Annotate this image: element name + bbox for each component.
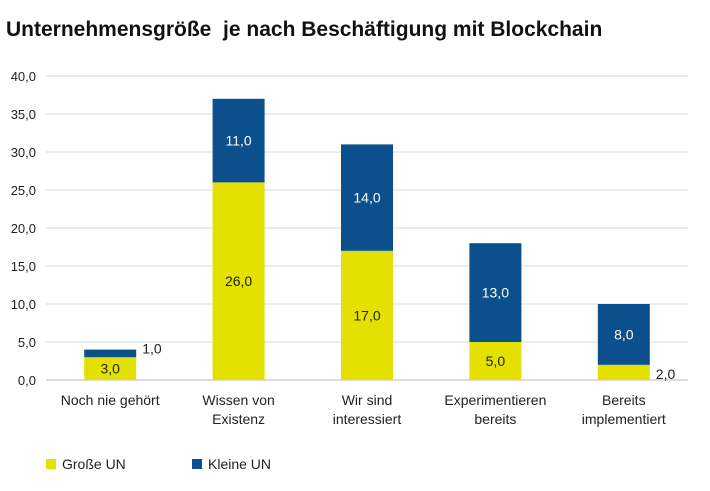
legend-swatch	[46, 459, 56, 469]
y-tick-label: 10,0	[11, 297, 36, 312]
x-tick-label: bereits	[474, 411, 516, 427]
bar-grosse-un	[597, 364, 650, 380]
y-tick-label: 40,0	[11, 69, 36, 84]
data-label: 11,0	[225, 133, 251, 149]
bar-grosse-un	[212, 182, 265, 380]
y-tick-label: 15,0	[11, 259, 36, 274]
x-tick-label: Bereits	[602, 392, 646, 408]
y-tick-label: 35,0	[11, 107, 36, 122]
bar-kleine-un	[597, 304, 650, 365]
data-label: 1,0	[142, 341, 162, 357]
x-tick-label: implementiert	[582, 411, 666, 427]
y-tick-label: 5,0	[18, 335, 36, 350]
bar-kleine-un	[341, 144, 393, 251]
x-tick-label: interessiert	[333, 411, 402, 427]
bar-kleine-un	[212, 98, 265, 183]
x-tick-label: Existenz	[212, 411, 265, 427]
data-label: 26,0	[225, 273, 252, 289]
x-tick-label: Experimentieren	[444, 392, 546, 408]
data-label: 14,0	[353, 190, 380, 206]
y-tick-label: 20,0	[11, 221, 36, 236]
bar-grosse-un	[341, 250, 393, 380]
bar-grosse-un	[469, 342, 522, 380]
bar-grosse-un	[84, 357, 137, 380]
bar-kleine-un	[84, 349, 137, 358]
x-tick-label: Noch nie gehört	[61, 392, 160, 408]
y-tick-label: 25,0	[11, 183, 36, 198]
y-tick-label: 30,0	[11, 145, 36, 160]
data-label: 5,0	[486, 353, 506, 369]
legend-label: Kleine UN	[208, 456, 271, 472]
x-tick-label: Wissen von	[202, 392, 274, 408]
data-label: 3,0	[100, 361, 120, 377]
chart-title: Unternehmensgröße je nach Beschäftigung …	[6, 18, 603, 41]
bar-kleine-un	[469, 243, 522, 342]
y-tick-label: 0,0	[18, 373, 36, 388]
data-label: 8,0	[614, 326, 634, 342]
x-tick-label: Wir sind	[342, 392, 393, 408]
data-label: 13,0	[482, 285, 509, 301]
legend-label: Große UN	[62, 456, 126, 472]
data-label: 2,0	[656, 366, 676, 382]
data-label: 17,0	[353, 307, 380, 323]
legend-swatch	[192, 459, 202, 469]
